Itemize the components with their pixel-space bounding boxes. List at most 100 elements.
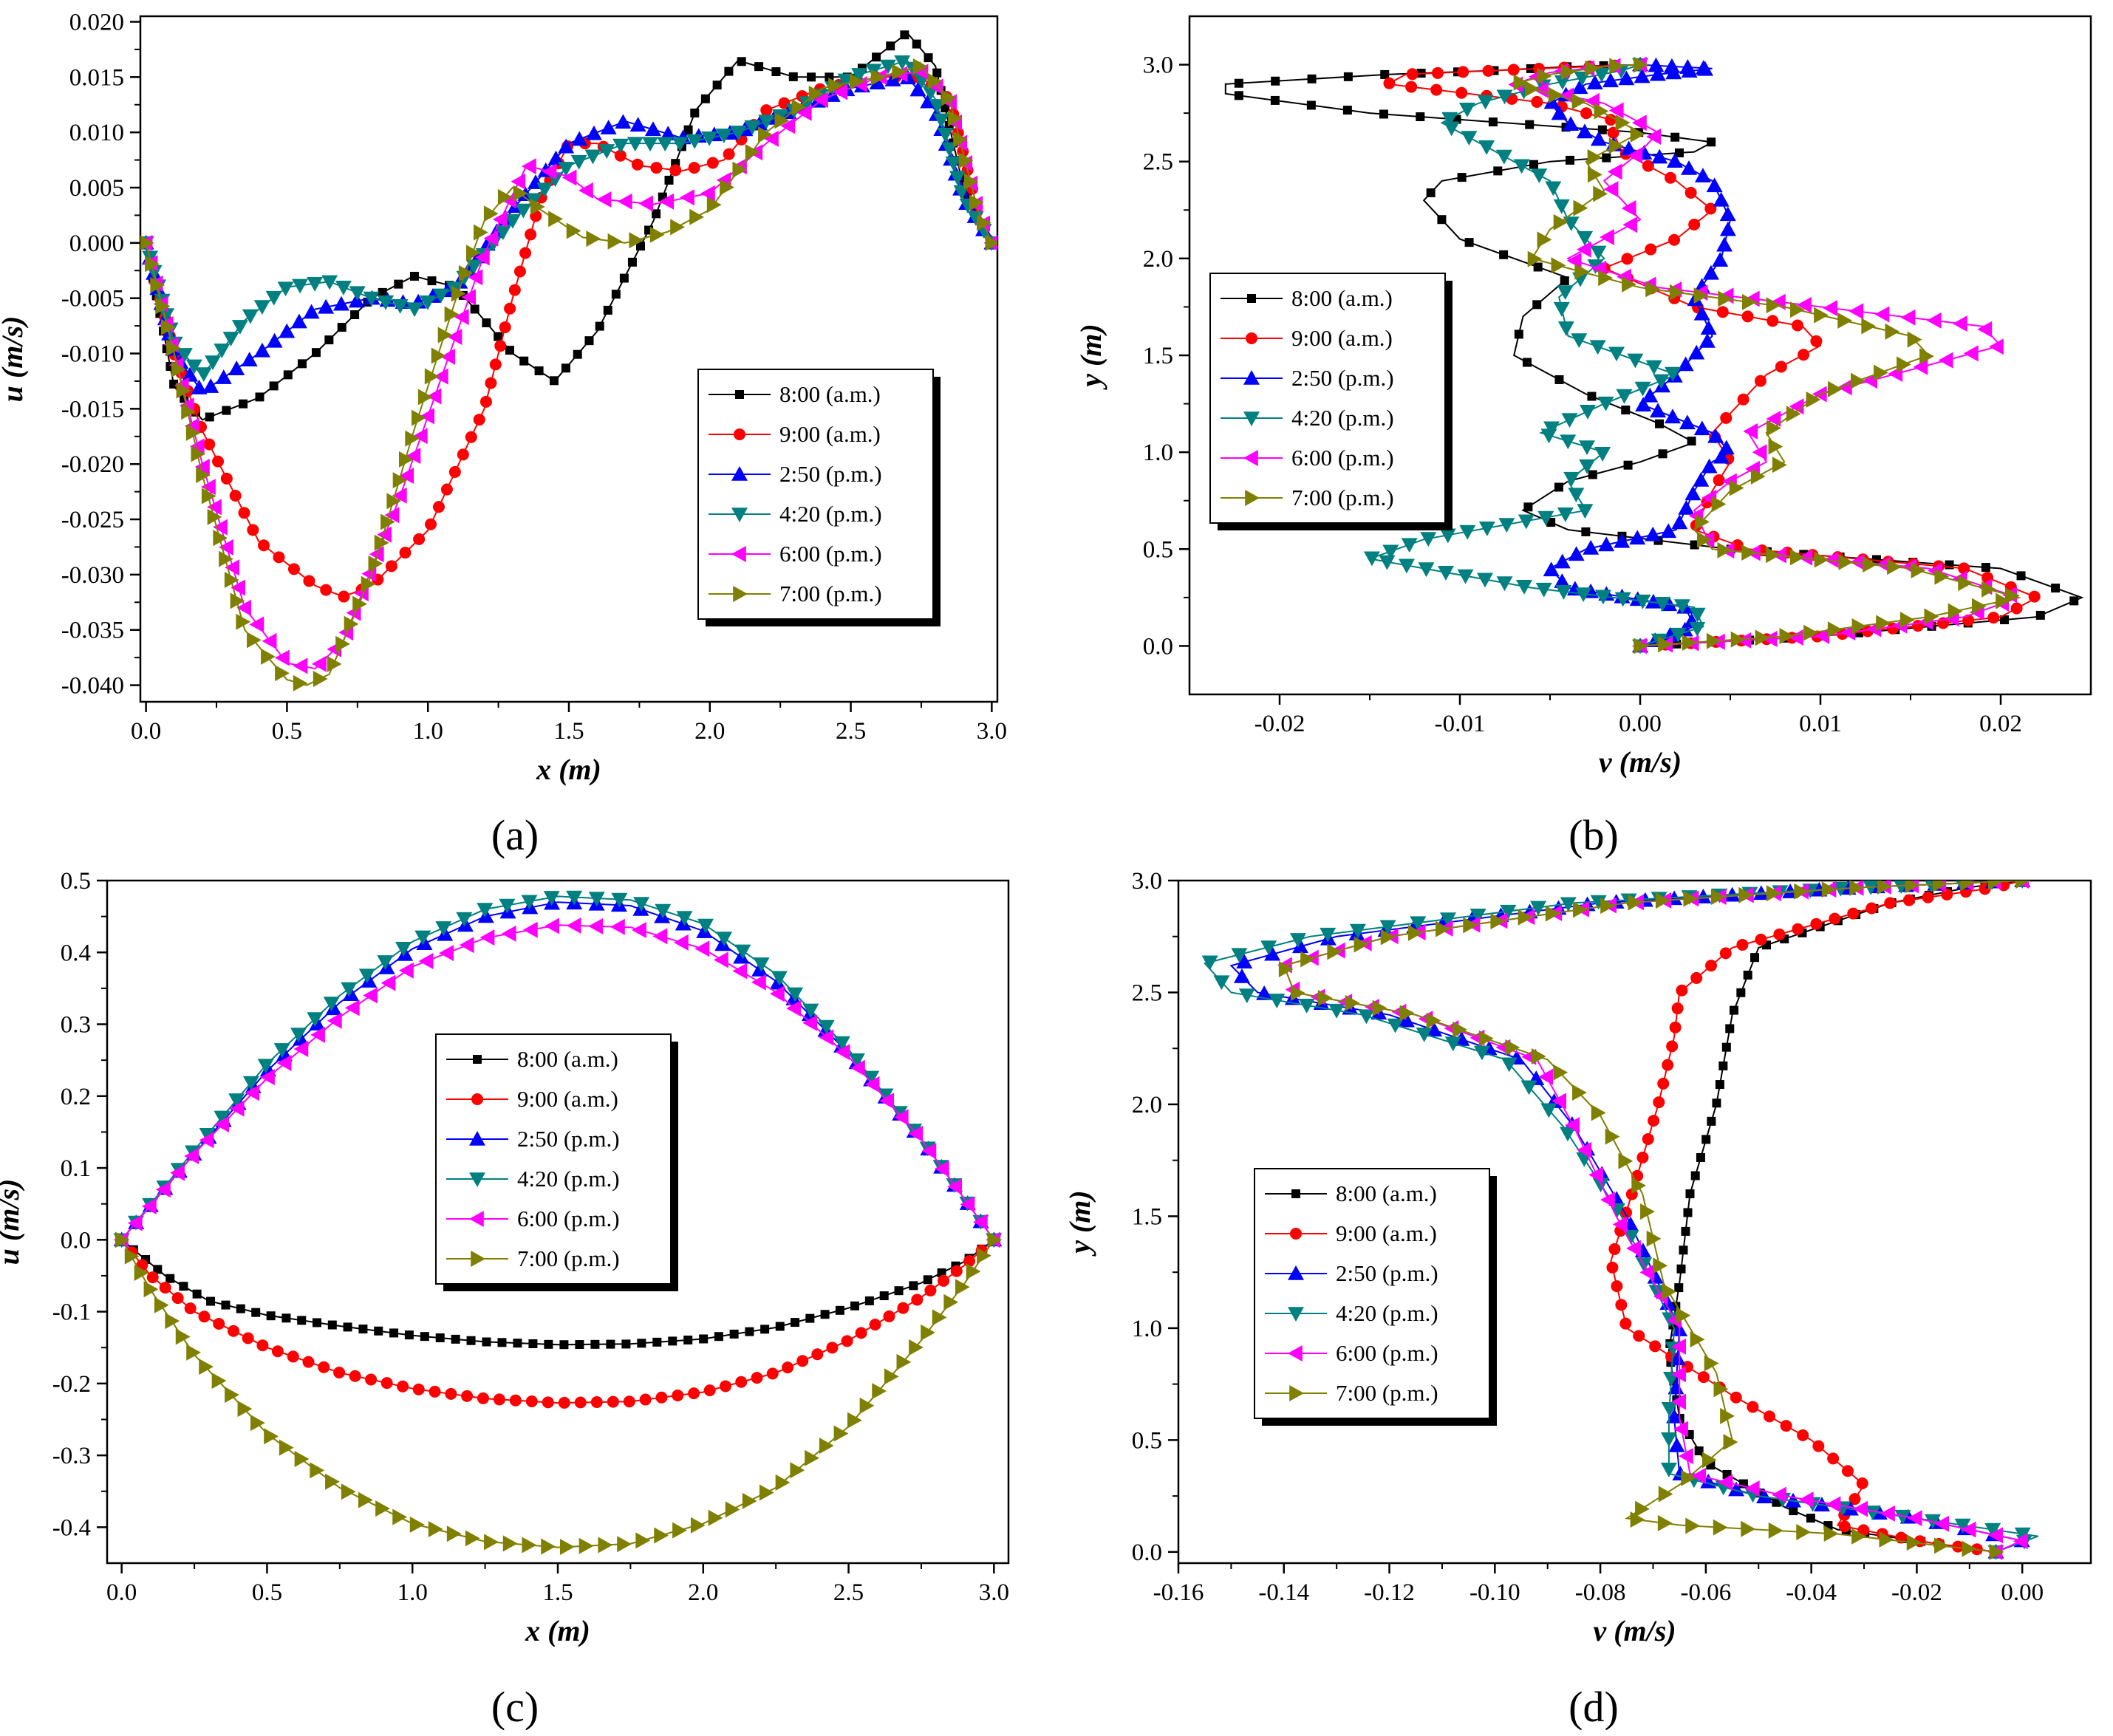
data-point [477, 903, 494, 918]
data-point [629, 117, 646, 132]
data-point [447, 328, 462, 345]
x-tick-label: -0.06 [1680, 1579, 1731, 1606]
data-point [1706, 632, 1721, 649]
data-point [1457, 173, 1467, 182]
data-point [1905, 881, 1920, 894]
data-point [1236, 954, 1253, 969]
data-point [1290, 985, 1305, 1002]
data-point [1444, 1036, 1461, 1052]
data-point [465, 259, 482, 275]
data-point [266, 1311, 276, 1321]
legend-label: 9:00 (a.m.) [517, 1086, 618, 1112]
data-point [1532, 300, 1542, 310]
data-point [1554, 573, 1571, 588]
data-point [1565, 1117, 1580, 1134]
data-point [617, 193, 632, 210]
data-point [1420, 532, 1437, 547]
legend: 8:00 (a.m.) 9:00 (a.m.) 2:50 (p.m.) 4:20 (p… [697, 369, 941, 626]
y-tick-label: 0.5 [1143, 536, 1173, 563]
data-point [1806, 392, 1821, 409]
data-point [261, 648, 276, 665]
data-point [1704, 1355, 1719, 1372]
data-point [397, 1380, 409, 1392]
data-point [1865, 902, 1878, 915]
data-point [165, 1313, 180, 1330]
data-point [409, 271, 419, 281]
data-point [432, 288, 449, 304]
data-point [694, 940, 710, 957]
data-point [1693, 287, 1709, 304]
legend-marker [1291, 1189, 1300, 1198]
data-point [1571, 79, 1588, 95]
y-tick-label: 0.000 [69, 230, 124, 257]
data-point [237, 1401, 253, 1418]
data-point [1583, 539, 1600, 555]
data-point [1669, 1021, 1682, 1033]
data-point [791, 1318, 800, 1327]
data-point [444, 306, 460, 323]
data-point [688, 1387, 700, 1400]
data-point [1658, 636, 1673, 653]
data-point [744, 120, 761, 135]
data-point [1876, 556, 1891, 573]
legend-marker [734, 428, 745, 440]
data-point [522, 921, 538, 938]
data-point [894, 1286, 904, 1296]
data-point [1478, 140, 1495, 155]
data-point [932, 1309, 947, 1326]
data-point [1568, 546, 1585, 561]
data-point [1674, 148, 1684, 157]
data-point [850, 1301, 860, 1310]
data-point [732, 161, 748, 178]
data-point [1627, 353, 1644, 369]
data-point [1851, 1528, 1866, 1545]
data-point [1660, 523, 1677, 539]
data-point [588, 892, 605, 907]
data-point [1213, 975, 1230, 991]
data-point [706, 157, 719, 169]
data-point [1559, 1127, 1576, 1142]
data-point [1693, 420, 1710, 436]
data-point [706, 197, 722, 213]
data-point [264, 1428, 279, 1445]
x-tick-label: 0.00 [1619, 711, 1662, 737]
data-point [398, 962, 414, 979]
y-tick-label: 0.0 [1143, 633, 1173, 660]
data-point [664, 175, 674, 185]
data-point [655, 1391, 668, 1404]
data-point [499, 898, 516, 914]
data-point [385, 560, 397, 573]
data-point [378, 295, 395, 310]
data-point [189, 438, 205, 455]
data-point [627, 257, 637, 267]
data-point [1628, 894, 1643, 911]
data-point [1426, 188, 1436, 198]
data-point [207, 508, 222, 525]
data-point [1651, 148, 1668, 164]
data-point [1853, 1500, 1868, 1517]
data-point [1884, 897, 1897, 909]
legend-label: 7:00 (p.m.) [517, 1245, 620, 1271]
data-point [411, 409, 426, 426]
data-point [465, 1530, 480, 1547]
data-point [369, 546, 384, 563]
data-point [1399, 1005, 1415, 1022]
data-point [1648, 1285, 1665, 1300]
data-point [150, 276, 165, 293]
data-point [1750, 953, 1760, 963]
data-point [1555, 585, 1572, 600]
data-point [1701, 458, 1718, 474]
data-point [805, 1449, 819, 1466]
data-point [179, 1282, 188, 1291]
data-point [1812, 1440, 1825, 1452]
data-point [542, 1396, 554, 1409]
data-point [1695, 513, 1710, 530]
data-point [896, 1353, 912, 1370]
data-point [833, 1036, 850, 1051]
data-point [802, 1014, 818, 1031]
data-point [1730, 631, 1746, 648]
data-point [1803, 624, 1818, 641]
data-point [1566, 252, 1582, 269]
data-point [960, 1196, 975, 1213]
y-tick-label: 0.005 [69, 175, 124, 202]
